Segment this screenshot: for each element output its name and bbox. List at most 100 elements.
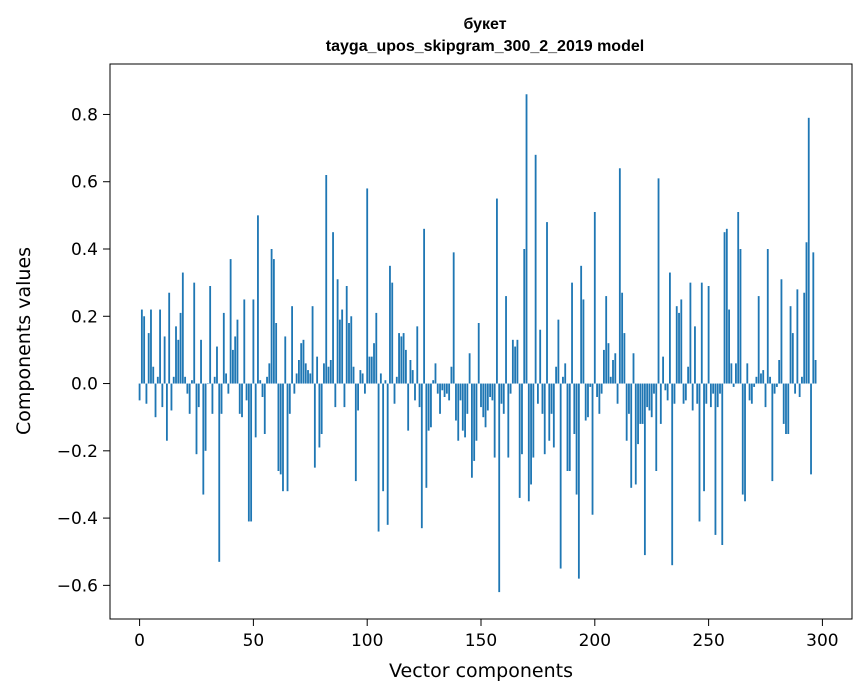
bar bbox=[232, 349, 234, 384]
bar bbox=[350, 316, 353, 384]
x-tick-label: 150 bbox=[465, 631, 497, 651]
bar bbox=[329, 360, 332, 384]
bar bbox=[525, 94, 528, 384]
bar bbox=[639, 383, 642, 424]
bar bbox=[807, 117, 810, 384]
bar bbox=[723, 232, 726, 384]
bar bbox=[159, 309, 161, 384]
bar bbox=[470, 383, 473, 478]
bar bbox=[757, 296, 760, 384]
bar bbox=[318, 383, 321, 448]
bar bbox=[659, 383, 662, 424]
bar bbox=[628, 383, 630, 414]
bar bbox=[511, 339, 514, 384]
bar bbox=[637, 383, 639, 445]
bar bbox=[694, 326, 696, 384]
bar bbox=[220, 383, 223, 414]
bar bbox=[204, 383, 207, 451]
bar bbox=[191, 380, 193, 384]
bar bbox=[459, 383, 462, 401]
bar bbox=[213, 376, 216, 384]
bar bbox=[728, 309, 730, 384]
x-tick-label: 300 bbox=[806, 631, 838, 651]
bar bbox=[703, 383, 705, 492]
bar bbox=[311, 306, 314, 384]
bar bbox=[234, 336, 237, 384]
bar bbox=[168, 292, 171, 384]
bar bbox=[698, 383, 701, 522]
bar bbox=[735, 363, 737, 384]
bar bbox=[496, 198, 498, 384]
y-axis-ticks: −0.6 −0.4 −0.2 0.0 0.2 0.4 0.6 0.8 bbox=[57, 105, 110, 596]
bar bbox=[716, 383, 719, 408]
bar bbox=[313, 383, 316, 468]
bar bbox=[730, 363, 733, 384]
bar bbox=[468, 353, 471, 384]
bar bbox=[634, 383, 637, 485]
bar bbox=[266, 376, 268, 384]
bar bbox=[557, 319, 560, 384]
bar bbox=[181, 272, 184, 384]
bar bbox=[270, 249, 273, 384]
bar bbox=[268, 363, 271, 384]
bar bbox=[536, 383, 539, 404]
bar bbox=[666, 383, 669, 401]
bar bbox=[227, 383, 230, 394]
bar bbox=[277, 383, 280, 471]
bar bbox=[156, 376, 159, 384]
bar bbox=[302, 339, 305, 384]
bar bbox=[209, 286, 212, 384]
bar bbox=[461, 383, 464, 431]
bar bbox=[559, 383, 562, 569]
bar bbox=[414, 383, 416, 401]
bar bbox=[643, 383, 646, 556]
x-tick-label: 200 bbox=[579, 631, 611, 651]
bar bbox=[539, 329, 542, 384]
bar bbox=[425, 383, 428, 488]
bar bbox=[143, 316, 146, 384]
bar bbox=[646, 383, 649, 408]
bar bbox=[411, 370, 414, 384]
bar bbox=[450, 366, 453, 384]
bar bbox=[491, 383, 494, 401]
bar bbox=[366, 188, 369, 384]
bar bbox=[225, 373, 227, 384]
bar bbox=[801, 376, 803, 384]
bar bbox=[416, 326, 419, 384]
bar bbox=[748, 383, 751, 401]
bar bbox=[484, 383, 487, 428]
bar bbox=[147, 333, 150, 384]
bar bbox=[193, 282, 196, 384]
bar bbox=[373, 343, 375, 384]
bar bbox=[498, 383, 501, 593]
bar bbox=[705, 383, 708, 404]
bar bbox=[632, 353, 635, 384]
bar bbox=[791, 333, 794, 384]
bar bbox=[382, 383, 385, 492]
bar bbox=[238, 383, 241, 414]
bar bbox=[648, 383, 651, 411]
bar bbox=[473, 383, 476, 461]
bar bbox=[760, 373, 762, 384]
bar bbox=[325, 175, 328, 384]
bar bbox=[352, 366, 355, 384]
bar bbox=[782, 383, 785, 424]
bar bbox=[434, 363, 437, 384]
bar bbox=[521, 383, 523, 455]
bar bbox=[202, 383, 205, 495]
bar bbox=[293, 383, 296, 394]
bar bbox=[689, 282, 692, 384]
bar bbox=[621, 292, 624, 384]
bar bbox=[370, 356, 373, 384]
bar bbox=[593, 212, 596, 384]
bar bbox=[603, 349, 605, 384]
bar bbox=[368, 356, 371, 384]
bar bbox=[172, 376, 175, 384]
bar bbox=[803, 292, 806, 384]
bar bbox=[430, 383, 432, 428]
bar bbox=[391, 282, 394, 384]
bar bbox=[407, 383, 410, 431]
bar bbox=[375, 312, 378, 384]
bar bbox=[789, 306, 792, 384]
bar bbox=[245, 383, 248, 401]
